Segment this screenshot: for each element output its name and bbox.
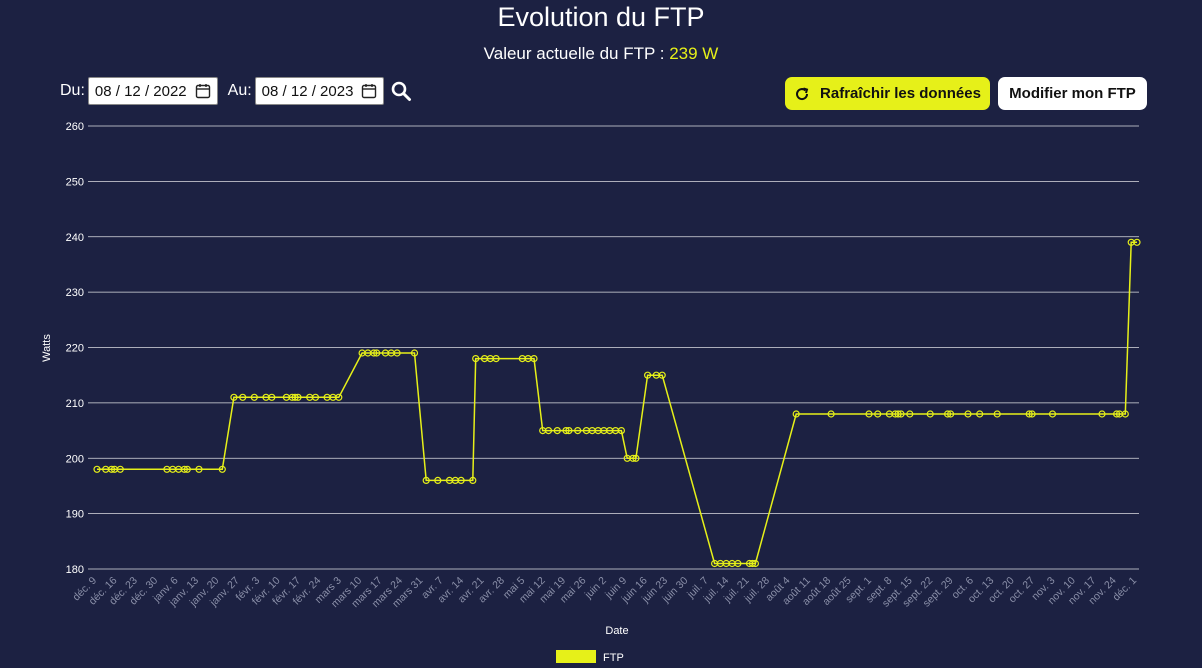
y-tick-label: 200 xyxy=(66,453,84,465)
data-point xyxy=(1025,410,1033,418)
calendar-icon[interactable] xyxy=(361,83,377,99)
data-point xyxy=(1048,410,1057,418)
data-point xyxy=(827,410,835,418)
data-point xyxy=(964,410,972,418)
data-point xyxy=(230,393,238,401)
legend-label: FTP xyxy=(603,652,624,664)
modify-ftp-button[interactable]: Modifier mon FTP xyxy=(998,77,1147,110)
data-point xyxy=(472,355,480,363)
y-tick-label: 190 xyxy=(66,509,84,521)
data-point xyxy=(373,349,381,357)
data-point xyxy=(422,476,430,484)
data-point xyxy=(906,410,914,418)
from-date-value: 08 / 12 / 2022 xyxy=(94,82,187,100)
y-tick-label: 210 xyxy=(66,398,84,410)
data-point xyxy=(218,465,226,473)
date-filter-bar: Du: 08 / 12 / 2022 Au: 08 / 12 / 2023 xyxy=(60,76,412,106)
data-point xyxy=(195,465,203,473)
y-axis-title: Watts xyxy=(41,334,53,362)
data-point xyxy=(894,410,902,418)
y-tick-label: 220 xyxy=(66,343,84,355)
data-point xyxy=(751,559,760,568)
page-title: Evolution du FTP xyxy=(497,2,705,32)
y-tick-label: 260 xyxy=(66,121,84,133)
data-point xyxy=(457,476,465,484)
refresh-icon xyxy=(796,87,809,100)
legend-swatch xyxy=(556,650,596,663)
data-point xyxy=(393,349,401,357)
refresh-data-label: Rafraîchir les données xyxy=(820,85,981,102)
current-ftp-value: 239 W xyxy=(669,44,719,63)
data-point xyxy=(658,371,666,379)
y-tick-label: 180 xyxy=(66,564,84,576)
data-point xyxy=(926,410,934,418)
data-point xyxy=(116,465,124,473)
data-point xyxy=(1098,410,1106,418)
data-point xyxy=(239,393,247,401)
search-icon[interactable] xyxy=(390,80,412,102)
to-date-label: Au: xyxy=(227,82,252,99)
data-point xyxy=(291,393,299,401)
data-point xyxy=(183,465,191,473)
data-point xyxy=(492,355,500,363)
data-point xyxy=(1121,410,1129,418)
data-point xyxy=(562,427,570,435)
data-point xyxy=(565,427,573,435)
data-point xyxy=(335,393,343,401)
data-point xyxy=(469,476,477,484)
refresh-data-button[interactable]: Rafraîchir les données xyxy=(785,77,990,110)
data-point xyxy=(1133,238,1141,246)
data-point xyxy=(865,410,873,418)
data-point xyxy=(434,476,442,484)
to-date-input[interactable]: 08 / 12 / 2023 xyxy=(254,77,385,105)
data-point xyxy=(632,454,640,462)
data-point xyxy=(874,410,882,418)
data-point xyxy=(946,410,955,418)
data-point xyxy=(943,410,952,418)
data-point xyxy=(976,410,984,418)
data-point xyxy=(1112,410,1121,418)
from-date-label: Du: xyxy=(60,82,85,99)
data-point xyxy=(617,427,626,435)
data-point xyxy=(574,427,582,435)
calendar-icon[interactable] xyxy=(195,83,211,99)
data-point xyxy=(544,427,553,435)
data-point xyxy=(294,393,302,401)
data-point xyxy=(250,393,258,401)
x-tick-label: déc. 1 xyxy=(1110,575,1139,604)
data-point xyxy=(734,559,742,568)
data-point xyxy=(643,371,652,379)
modify-ftp-label: Modifier mon FTP xyxy=(1009,85,1136,102)
x-axis-title: Date xyxy=(605,625,628,637)
data-point xyxy=(629,454,637,462)
current-ftp-label: Valeur actuelle du FTP : xyxy=(483,44,670,63)
data-point xyxy=(410,349,419,357)
data-point xyxy=(107,465,116,473)
to-date-value: 08 / 12 / 2023 xyxy=(261,82,354,100)
data-point xyxy=(897,410,905,418)
data-point xyxy=(993,410,1001,418)
data-point xyxy=(530,355,538,363)
x-tick-label: juin 2 xyxy=(582,575,609,602)
data-point xyxy=(268,393,276,401)
data-point xyxy=(180,465,188,473)
data-point xyxy=(311,393,320,401)
from-date-input[interactable]: 08 / 12 / 2022 xyxy=(87,77,218,105)
y-tick-label: 240 xyxy=(66,232,84,244)
data-point xyxy=(792,410,800,418)
data-point xyxy=(748,559,757,568)
data-point xyxy=(93,465,101,473)
data-point xyxy=(370,349,378,357)
current-ftp-subtitle: Valeur actuelle du FTP : 239 W xyxy=(0,44,1202,64)
data-point xyxy=(553,427,561,435)
y-tick-label: 230 xyxy=(66,287,84,299)
data-point xyxy=(1028,410,1036,418)
y-tick-label: 250 xyxy=(66,176,84,188)
